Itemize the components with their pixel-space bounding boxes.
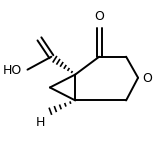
- Text: H: H: [36, 116, 46, 129]
- Text: HO: HO: [3, 64, 22, 77]
- Text: O: O: [94, 11, 104, 23]
- Text: O: O: [142, 72, 152, 85]
